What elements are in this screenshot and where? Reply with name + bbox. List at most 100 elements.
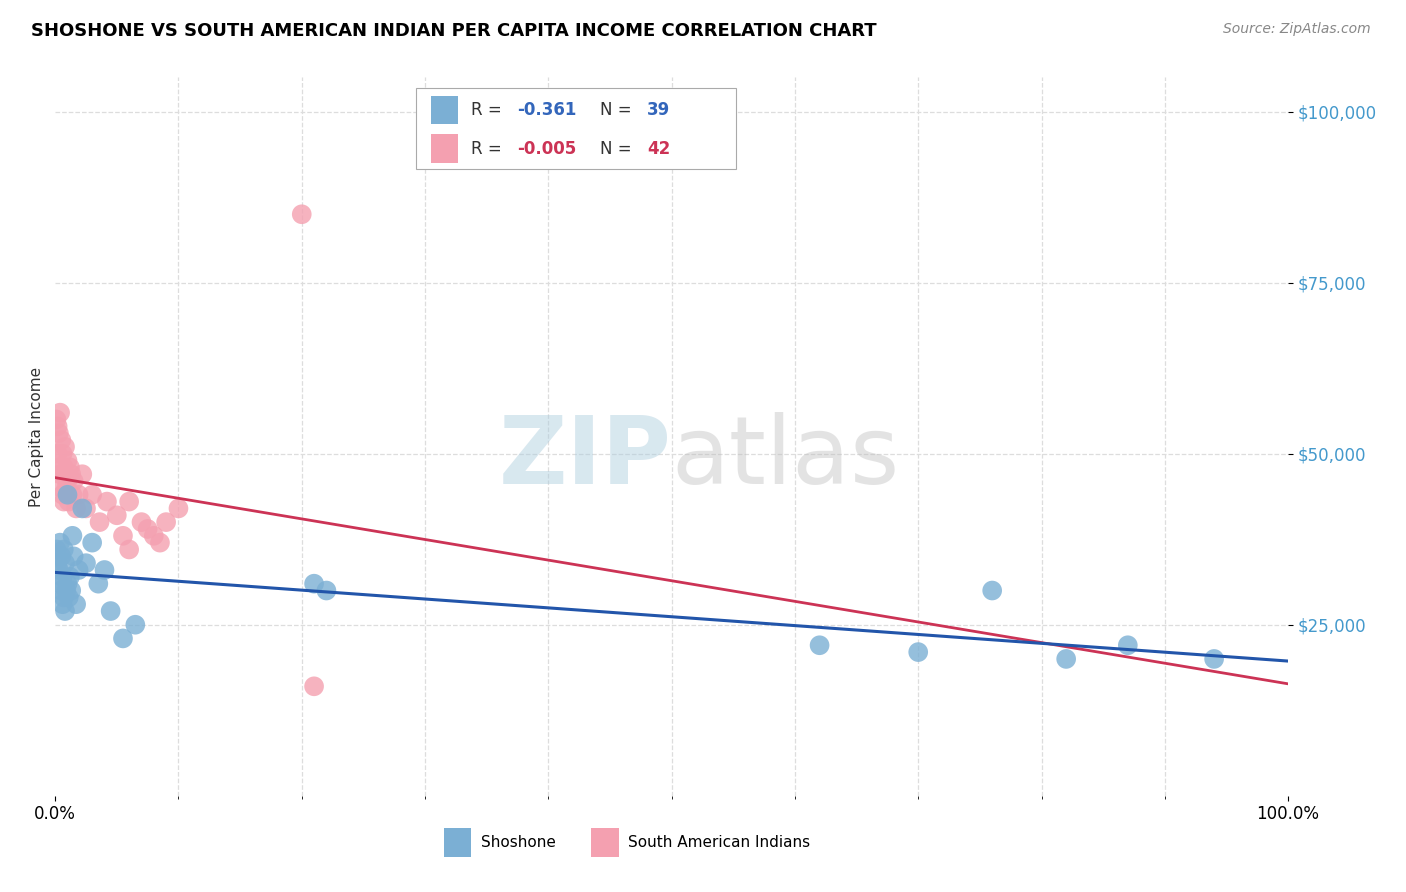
Point [59,570,82,584]
Point [45,542,67,557]
Point [55,583,77,598]
Point [136,522,159,536]
Point [1204,652,1226,666]
Point [96,494,118,508]
Point [315,583,337,598]
Point [59,460,82,475]
Point [111,529,134,543]
Point [124,617,146,632]
Text: -0.361: -0.361 [517,101,576,119]
Point [56,474,79,488]
Point [55,481,77,495]
Text: R =: R = [471,101,506,119]
Point [82,535,104,549]
FancyBboxPatch shape [592,828,619,857]
Point [62,474,84,488]
Point [51,583,73,598]
Point [87,576,110,591]
Point [111,632,134,646]
Point [167,501,190,516]
Point [62,549,84,564]
Point [75,556,97,570]
Text: ZIP: ZIP [499,412,672,504]
Point [67,488,90,502]
Text: South American Indians: South American Indians [628,835,811,850]
Point [907,645,929,659]
Point [46,556,69,570]
Point [155,515,177,529]
Point [1116,638,1139,652]
Point [48,460,70,475]
Text: Shoshone: Shoshone [481,835,555,850]
Text: R =: R = [471,140,506,158]
Point [808,638,831,652]
Point [46,447,69,461]
Point [58,591,80,605]
Point [56,576,79,591]
Text: -0.005: -0.005 [517,140,576,158]
FancyBboxPatch shape [432,135,458,163]
Point [53,440,76,454]
Point [72,467,94,482]
Point [52,494,75,508]
Point [51,433,73,447]
Point [65,501,87,516]
Point [45,412,67,426]
Point [49,576,72,591]
Point [49,406,72,420]
Point [49,535,72,549]
Point [56,488,79,502]
Point [58,494,80,508]
FancyBboxPatch shape [432,95,458,124]
Point [981,583,1004,598]
Point [52,488,75,502]
Point [56,453,79,467]
Point [65,597,87,611]
Point [52,597,75,611]
Point [53,467,76,482]
Text: 42: 42 [647,140,671,158]
Point [62,488,84,502]
Point [53,556,76,570]
Point [49,467,72,482]
Point [48,426,70,441]
Text: N =: N = [600,101,637,119]
Point [93,563,115,577]
Point [291,207,314,221]
Point [118,542,141,557]
Text: 39: 39 [647,101,671,119]
Point [52,570,75,584]
Point [302,576,325,591]
Point [75,501,97,516]
Point [1054,652,1077,666]
Point [51,549,73,564]
FancyBboxPatch shape [443,828,471,857]
Point [53,604,76,618]
Point [82,488,104,502]
Point [118,494,141,508]
Point [60,467,83,482]
Point [67,563,90,577]
Point [72,501,94,516]
Point [302,679,325,693]
Point [60,583,83,598]
Point [52,542,75,557]
Point [149,535,172,549]
Y-axis label: Per Capita Income: Per Capita Income [30,367,44,507]
Point [62,529,84,543]
Point [51,481,73,495]
Text: N =: N = [600,140,637,158]
Point [100,604,122,618]
Point [52,460,75,475]
Text: atlas: atlas [672,412,900,504]
Point [52,447,75,461]
Point [46,419,69,434]
FancyBboxPatch shape [416,88,735,169]
Text: SHOSHONE VS SOUTH AMERICAN INDIAN PER CAPITA INCOME CORRELATION CHART: SHOSHONE VS SOUTH AMERICAN INDIAN PER CA… [31,22,876,40]
Point [52,591,75,605]
Point [48,563,70,577]
Point [131,515,153,529]
Point [142,529,165,543]
Point [89,515,111,529]
Point [105,508,128,523]
